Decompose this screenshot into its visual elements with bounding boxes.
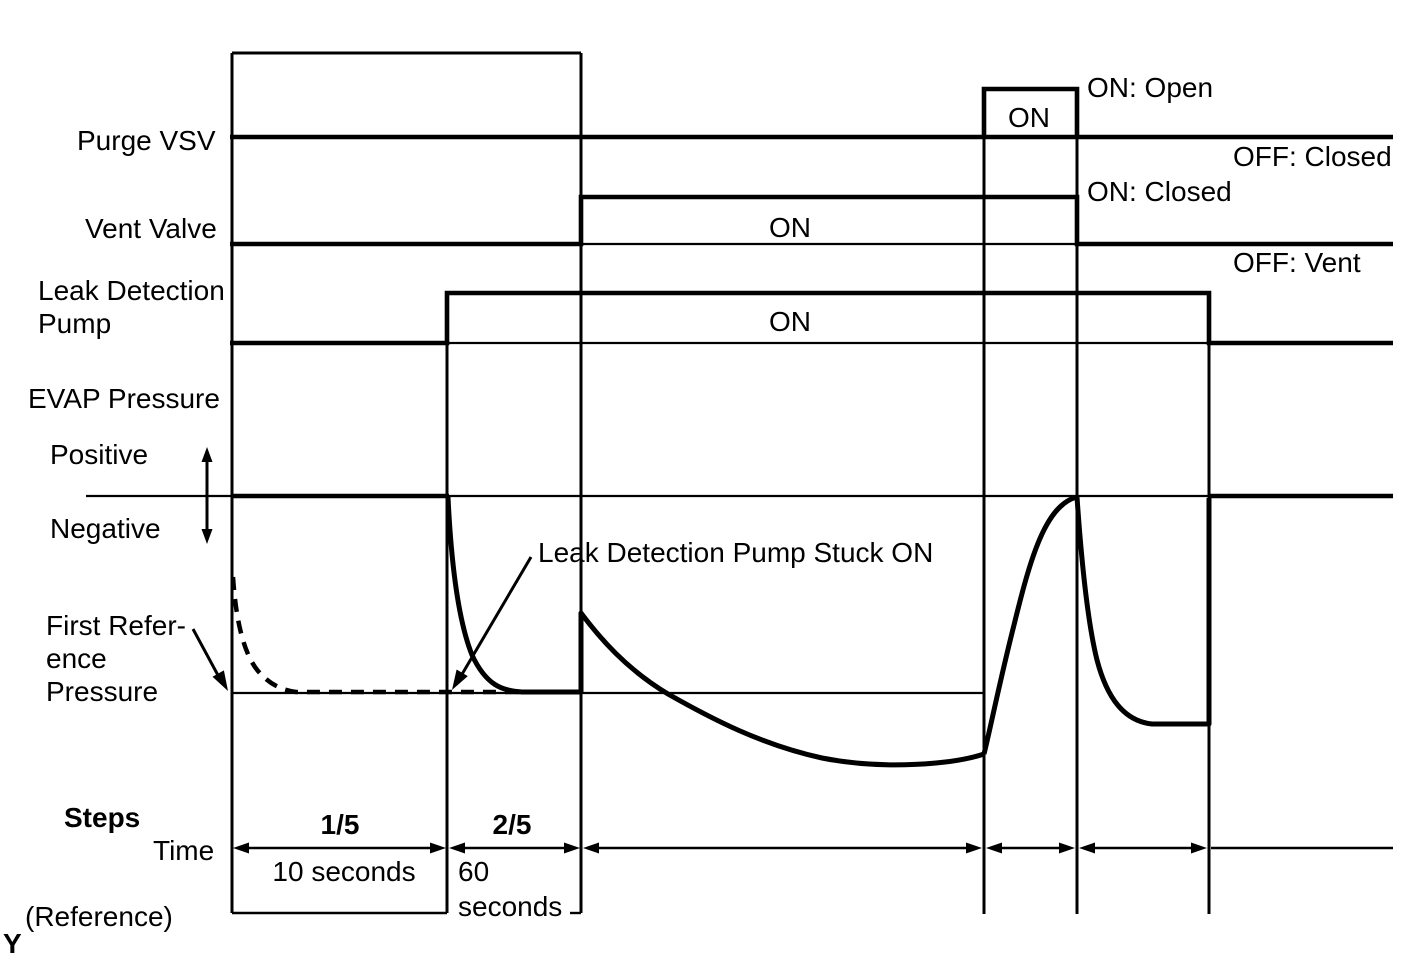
step1-duration: 10 seconds — [272, 856, 415, 887]
leak-detection-pump-waveform — [230, 290, 1393, 346]
step2-duration-line2: seconds — [458, 891, 562, 922]
vent-valve-off-legend: OFF: Vent — [1233, 247, 1361, 278]
time-label: Time — [153, 835, 214, 866]
first-reference-pointer — [191, 628, 228, 691]
stuck-on-annotation: Leak Detection Pump Stuck ON — [538, 537, 933, 568]
vent-valve-waveform — [230, 194, 1393, 247]
arrow-up-icon — [201, 447, 213, 462]
step1-fraction: 1/5 — [321, 809, 360, 840]
arrow-left-icon — [449, 842, 465, 854]
pressure-spike-and-decay — [578, 610, 985, 768]
purge-vsv-label: Purge VSV — [77, 125, 216, 156]
leak-detection-pump-label-line1: Leak Detection — [38, 275, 225, 306]
arrowhead-icon — [212, 670, 228, 691]
first-reference-pointer-line — [191, 628, 222, 680]
steps-label: Steps — [64, 802, 140, 833]
corner-mark: Y — [3, 928, 22, 957]
pressure-rise-to-zero — [981, 494, 1078, 755]
arrow-left-icon — [233, 842, 249, 854]
off-level-thin-lines — [447, 242, 1209, 345]
purge-vsv-on-label: ON — [1008, 102, 1050, 133]
arrow-left-icon — [583, 842, 599, 854]
pressure-normal-dashed-trace — [230, 576, 524, 695]
step2-duration-line1: 60 — [458, 856, 489, 887]
pressure-second-drop-and-return — [1074, 496, 1212, 727]
purge-vsv-on-legend: ON: Open — [1087, 72, 1213, 103]
time-measurement-axis — [233, 842, 1393, 854]
evap-pressure-trace — [445, 494, 1212, 768]
positive-negative-arrow — [201, 447, 213, 544]
arrow-right-icon — [1059, 842, 1075, 854]
negative-label: Negative — [50, 513, 161, 544]
step2-fraction: 2/5 — [493, 809, 532, 840]
arrow-right-icon — [966, 842, 982, 854]
positive-label: Positive — [50, 439, 148, 470]
vent-valve-on-legend: ON: Closed — [1087, 176, 1232, 207]
arrow-left-icon — [1079, 842, 1095, 854]
reference-note: (Reference) — [25, 901, 173, 932]
arrow-right-icon — [564, 842, 580, 854]
purge-vsv-off-legend: OFF: Closed — [1233, 141, 1392, 172]
evap-pressure-label: EVAP Pressure — [28, 383, 220, 414]
arrow-down-icon — [201, 529, 213, 544]
first-reference-label-line1: First Refer- — [46, 610, 186, 641]
pressure-drop-to-reference — [445, 496, 581, 695]
first-reference-label-line3: Pressure — [46, 676, 158, 707]
purge-vsv-on-pulse — [981, 86, 1080, 137]
arrow-right-icon — [1191, 842, 1207, 854]
vent-valve-label: Vent Valve — [85, 213, 217, 244]
arrowhead-icon — [452, 669, 468, 690]
pump-on-label: ON — [769, 306, 811, 337]
step-boundary-gridlines — [230, 53, 1211, 914]
purge-vsv-waveform — [230, 86, 1393, 140]
stuck-on-pointer-line — [459, 556, 533, 677]
arrow-left-icon — [986, 842, 1002, 854]
stuck-on-pointer — [452, 556, 533, 690]
vent-valve-on-label: ON — [769, 212, 811, 243]
first-reference-label-line2: ence — [46, 643, 107, 674]
arrow-right-icon — [430, 842, 446, 854]
leak-detection-pump-label-line2: Pump — [38, 308, 111, 339]
